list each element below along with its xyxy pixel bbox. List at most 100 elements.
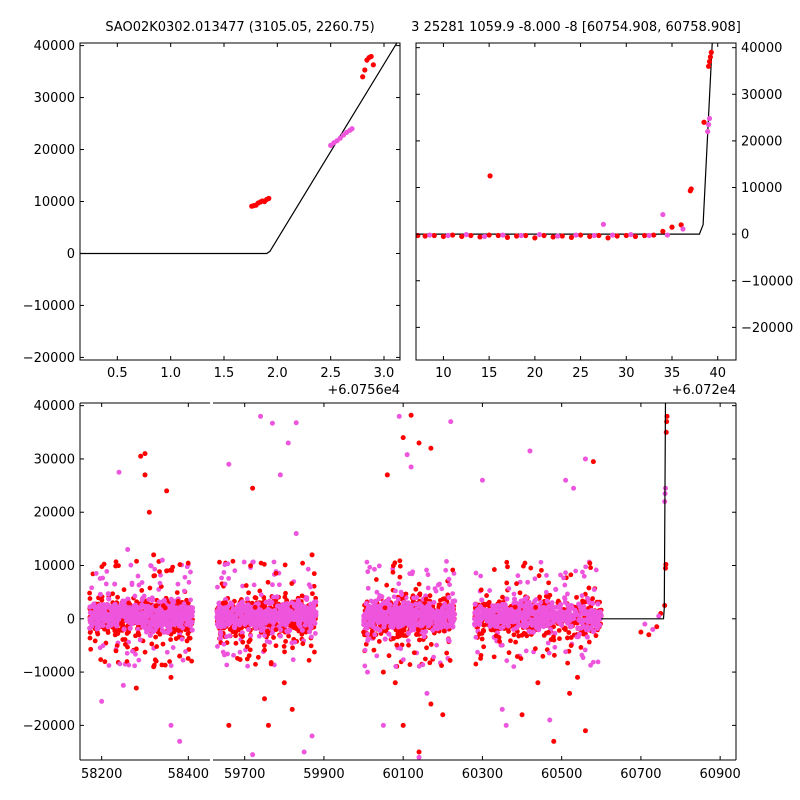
bottom-point-red bbox=[478, 653, 484, 658]
bottom-point-magenta bbox=[390, 608, 396, 614]
panel-tr-point-magenta bbox=[646, 232, 652, 239]
bottom-point-magenta bbox=[475, 649, 480, 655]
bottom-point-magenta bbox=[563, 649, 569, 655]
bottom-point-magenta bbox=[238, 616, 244, 622]
bottom-point-magenta bbox=[546, 650, 552, 656]
bottom-point-magenta bbox=[150, 629, 156, 635]
bottom-point-red bbox=[246, 590, 251, 596]
panel-tr-point-red bbox=[614, 233, 620, 239]
panel-tr-point-red bbox=[587, 233, 593, 240]
bottom-point-magenta bbox=[544, 622, 550, 629]
bottom-point-magenta bbox=[277, 606, 284, 613]
bottom-point-red bbox=[413, 586, 419, 592]
bottom-point-magenta bbox=[290, 657, 296, 663]
bottom-point-magenta bbox=[175, 581, 181, 587]
bottom-point-magenta bbox=[578, 625, 584, 631]
panel-tr-point-magenta bbox=[555, 233, 561, 239]
bottom-point-magenta bbox=[503, 611, 509, 617]
bottom-point-red bbox=[300, 641, 306, 647]
panel-tr-point-red bbox=[605, 235, 611, 241]
bottom-point-red bbox=[427, 660, 433, 666]
bottom-point-magenta bbox=[582, 456, 588, 462]
bottom-point-magenta bbox=[583, 627, 589, 633]
bottom-point-magenta bbox=[299, 627, 305, 633]
bottom-point-magenta bbox=[132, 593, 138, 599]
panel-tr-point-red bbox=[708, 49, 714, 55]
bottom-point-magenta bbox=[581, 606, 587, 613]
bottom-point-magenta bbox=[590, 659, 596, 665]
bottom-point-magenta bbox=[140, 623, 146, 630]
bottom-point-magenta bbox=[440, 620, 446, 626]
bottom-point-magenta bbox=[504, 658, 510, 664]
bottom-point-magenta bbox=[396, 581, 402, 587]
bottom-point-red bbox=[133, 685, 139, 691]
bottom-point-magenta bbox=[423, 613, 429, 619]
bottom-point-red bbox=[486, 599, 492, 605]
bottom-point-magenta bbox=[87, 619, 93, 625]
bottom-point-magenta bbox=[446, 594, 452, 601]
bottom-point-magenta bbox=[365, 631, 370, 637]
panel-tr-point-magenta bbox=[445, 232, 451, 239]
bottom-xtick-label: 58200 bbox=[81, 767, 122, 782]
bottom-point-red bbox=[149, 641, 155, 647]
bottom-point-magenta bbox=[579, 593, 585, 599]
bottom-point-magenta bbox=[150, 617, 157, 623]
bottom-point-magenta bbox=[399, 592, 405, 598]
panel-tl-xtick-label: 1.0 bbox=[160, 366, 181, 381]
bottom-point-red bbox=[154, 644, 160, 649]
bottom-plot-area-left bbox=[87, 451, 196, 744]
bottom-point-red bbox=[397, 563, 403, 569]
bottom-point-magenta bbox=[365, 612, 371, 618]
bottom-ytick-label: 40000 bbox=[34, 399, 75, 414]
bottom-point-magenta bbox=[487, 588, 493, 593]
bottom-point-magenta bbox=[382, 636, 388, 642]
bottom-xtick-label: 60500 bbox=[541, 767, 582, 782]
bottom-point-magenta bbox=[240, 583, 246, 589]
bottom-point-magenta bbox=[449, 614, 455, 620]
panel-tr-point-red bbox=[596, 232, 602, 239]
bottom-point-magenta bbox=[365, 569, 371, 575]
bottom-point-red bbox=[391, 636, 396, 641]
bottom-point-magenta bbox=[473, 618, 479, 625]
panel-tl-ytick-label: 20000 bbox=[34, 143, 75, 158]
panel-tr-point-red bbox=[486, 232, 492, 238]
bottom-point-magenta bbox=[183, 649, 188, 654]
bottom-point-magenta bbox=[120, 605, 126, 612]
bottom-point-magenta bbox=[547, 717, 553, 723]
bottom-point-magenta bbox=[309, 634, 314, 640]
bottom-point-magenta bbox=[393, 616, 399, 622]
bottom-point-magenta bbox=[543, 589, 549, 595]
bottom-point-magenta bbox=[361, 618, 367, 624]
bottom-point-magenta bbox=[245, 626, 252, 633]
panel-tr-ytick-label: 10000 bbox=[741, 181, 782, 196]
bottom-point-magenta bbox=[120, 682, 126, 688]
bottom-point-magenta bbox=[96, 603, 102, 609]
bottom-point-magenta bbox=[170, 645, 176, 650]
panel-tl-xtick-label: 1.5 bbox=[214, 366, 235, 381]
panel-tr-xtick-label: 15 bbox=[481, 366, 498, 381]
bottom-point-red bbox=[363, 641, 369, 647]
panel-tr-x-offset-label: +6.072e4 bbox=[672, 383, 736, 398]
bottom-point-magenta bbox=[215, 584, 220, 590]
bottom-xtick-label: 59700 bbox=[224, 767, 265, 782]
bottom-point-magenta bbox=[413, 601, 419, 607]
bottom-point-red bbox=[255, 654, 261, 660]
bottom-point-magenta bbox=[364, 559, 370, 565]
bottom-point-red bbox=[417, 637, 422, 643]
bottom-point-red bbox=[262, 643, 267, 648]
bottom-point-magenta bbox=[448, 419, 454, 425]
bottom-point-red bbox=[157, 569, 162, 574]
bottom-point-magenta bbox=[445, 636, 451, 642]
bottom-point-magenta bbox=[127, 611, 133, 617]
bottom-point-magenta bbox=[377, 611, 383, 617]
bottom-point-red bbox=[189, 658, 195, 664]
panel-tr-frame bbox=[415, 42, 737, 361]
bottom-point-magenta bbox=[225, 561, 231, 567]
bottom-point-red bbox=[422, 656, 428, 662]
bottom-point-red bbox=[102, 659, 108, 665]
bottom-point-magenta bbox=[96, 613, 102, 619]
bottom-point-magenta bbox=[523, 619, 529, 626]
bottom-point-magenta bbox=[257, 616, 263, 622]
bottom-point-red bbox=[87, 596, 93, 601]
bottom-point-magenta bbox=[419, 603, 425, 609]
